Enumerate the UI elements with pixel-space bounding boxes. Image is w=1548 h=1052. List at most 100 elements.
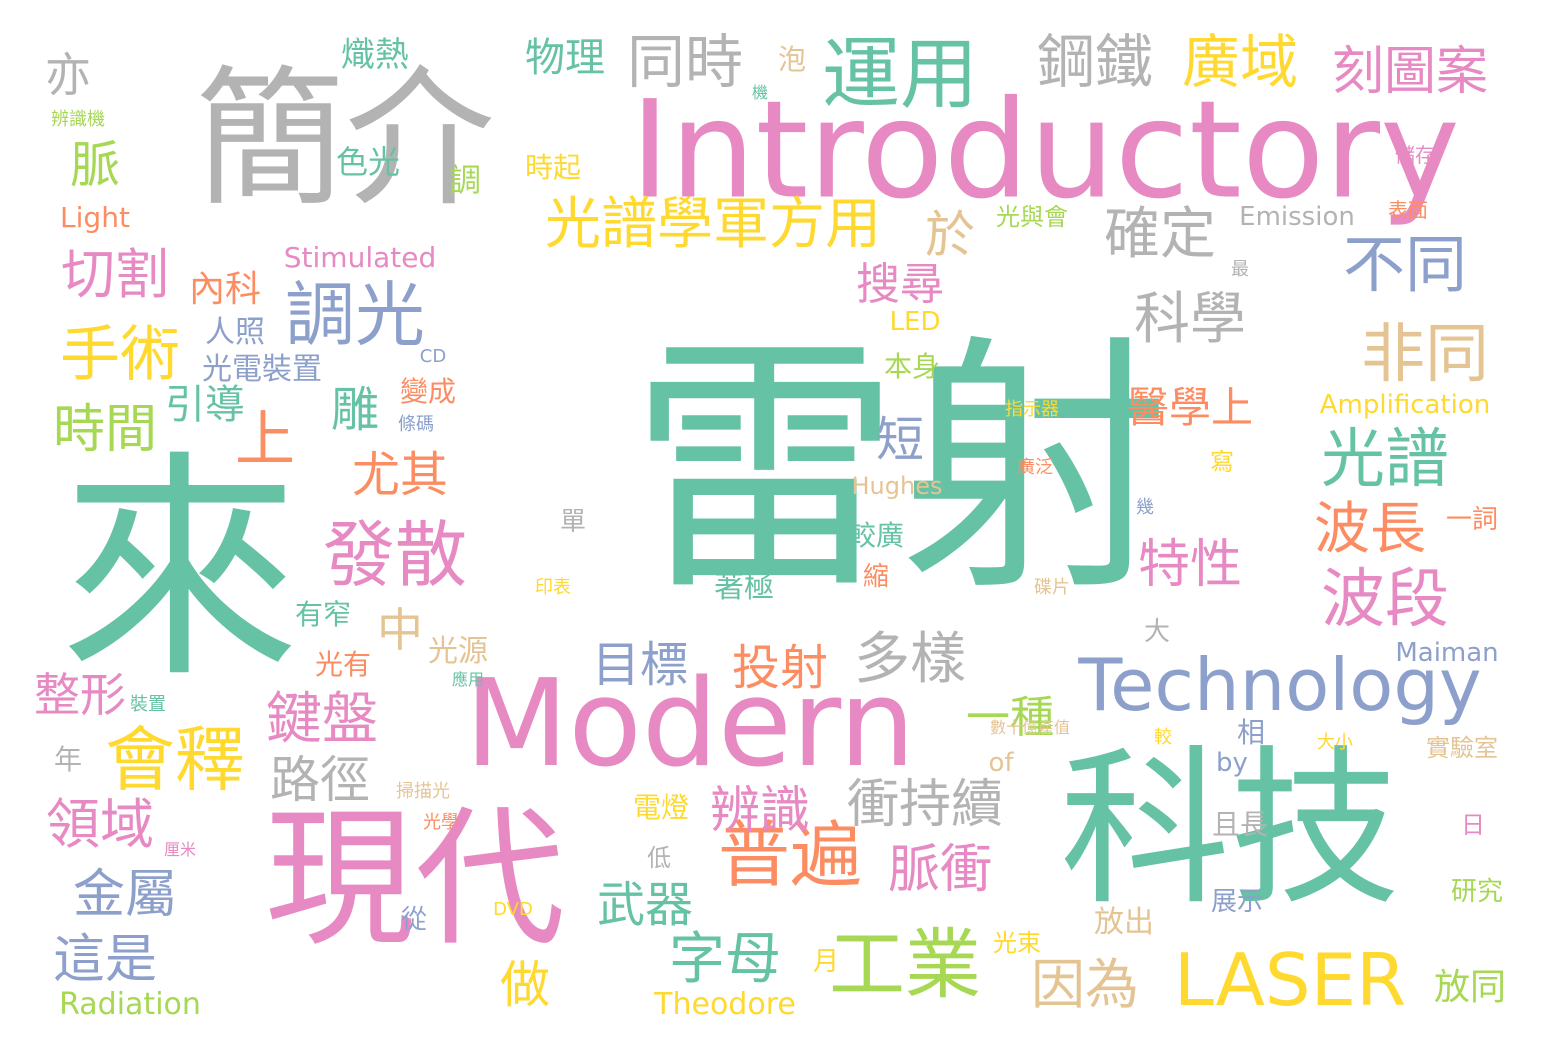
word-amplification: Amplification	[1319, 390, 1491, 420]
word-39: 特性	[1137, 535, 1243, 595]
word-112: 光學	[423, 812, 459, 833]
word-124: 月	[812, 947, 840, 977]
word-30: 手術	[60, 320, 180, 390]
word-68: 泡	[777, 43, 807, 76]
word-18: 波段	[1321, 563, 1449, 637]
word-2: 來	[59, 430, 301, 710]
word-53: 武器	[596, 877, 694, 933]
word-cd: CD	[419, 346, 447, 367]
word-21: 不同	[1342, 228, 1468, 301]
word-31: 切割	[61, 243, 169, 306]
word-98: 光源	[428, 634, 488, 669]
word-45: 一種	[966, 692, 1054, 743]
word-hughes: Hughes	[851, 472, 943, 500]
word-92: 著極	[714, 570, 774, 605]
word-40: 脈衝	[887, 840, 993, 900]
word-introductory: Introductory	[630, 71, 1460, 229]
word-16: 調光	[285, 274, 425, 356]
word-94: 碟片	[1034, 577, 1070, 598]
word-34: 尤其	[351, 447, 449, 503]
word-63: 光電裝置	[202, 352, 322, 387]
word-24: 鋼鐵	[1036, 28, 1154, 96]
word-55: 因為	[1031, 953, 1139, 1016]
word-120: 從	[400, 905, 428, 935]
word-laser: LASER	[1173, 938, 1407, 1022]
word-123: 光束	[993, 929, 1041, 957]
word-maiman: Maiman	[1395, 638, 1499, 668]
word-99: 光有	[314, 648, 372, 681]
word-17: 光譜	[1321, 423, 1449, 497]
word-38: 搜尋	[856, 259, 944, 310]
word-100: 有窄	[294, 598, 352, 631]
word-65: 色光	[335, 143, 401, 181]
word-113: 電燈	[632, 791, 690, 824]
word-28: 物理	[525, 35, 605, 81]
word-43: 投射	[731, 640, 829, 696]
word-49: 領域	[46, 793, 154, 856]
word-6: 現代	[264, 793, 566, 967]
word-77: 光與會	[996, 203, 1068, 231]
word-44: 目標	[591, 637, 689, 693]
word-10: 光譜學軍方用	[545, 192, 881, 257]
word-95: 一詞	[1445, 505, 1499, 535]
word-light: Light	[60, 201, 130, 234]
word-technology: Technology	[1078, 643, 1482, 727]
word-11: 工業	[829, 920, 981, 1009]
word-52: 字母	[669, 927, 781, 992]
word-81: 辨識機	[51, 109, 105, 130]
word-1: 雷射	[630, 312, 1170, 627]
word-29: 熾熱	[341, 35, 409, 75]
word-37: 短	[875, 412, 925, 468]
word-108: 實驗室	[1426, 734, 1498, 762]
word-48: 辨識	[710, 781, 810, 839]
word-radiation: Radiation	[59, 987, 201, 1022]
word-60: 於	[925, 206, 975, 264]
word-89: 單	[559, 507, 587, 537]
word-107: 大小	[1317, 732, 1353, 753]
word-3: 科技	[1059, 731, 1401, 929]
word-19: 波長	[1314, 497, 1426, 562]
word-25: 同時	[626, 28, 744, 96]
word-14: 發散	[322, 513, 468, 597]
word-75: 廣泛	[1017, 457, 1053, 478]
word-93: 印表	[535, 577, 571, 598]
word-69: 機	[751, 83, 769, 102]
word-85: 變成	[399, 375, 457, 408]
word-64: 人照	[205, 315, 265, 350]
word-104: 數十億產值	[989, 718, 1071, 737]
word-47: 路徑	[270, 751, 370, 809]
word-22: 科學	[1134, 287, 1246, 352]
word-modern: Modern	[464, 655, 916, 794]
word-111: 掃描光	[396, 781, 450, 802]
word-103: 年	[53, 743, 83, 776]
word-119: 研究	[1450, 877, 1504, 907]
word-61: 中	[377, 603, 423, 657]
word-59: 脈	[70, 136, 120, 194]
word-33: 上	[235, 405, 295, 475]
word-57: 醫學上	[1126, 383, 1254, 432]
word-23: 確定	[1104, 202, 1216, 267]
word-90: 較廣	[847, 519, 905, 552]
word-96: 大	[1143, 617, 1171, 647]
word-theodore: Theodore	[654, 987, 796, 1022]
word-46: 鍵盤	[266, 687, 378, 752]
word-105: 相	[1236, 716, 1266, 749]
word-62: 內科	[188, 269, 262, 310]
word-67: 調	[448, 161, 482, 199]
word-72: 最	[1231, 259, 1249, 280]
word-led: LED	[889, 307, 941, 337]
word-15: 會釋	[105, 719, 245, 801]
word-91: 縮	[862, 562, 890, 592]
word-71: 表面	[1388, 198, 1428, 222]
word-76: 指示器	[1005, 399, 1059, 420]
word-66: 時起	[524, 151, 582, 184]
word-84: 本身	[883, 350, 941, 383]
word-35: 引導	[165, 382, 245, 428]
word-54: 做	[500, 956, 550, 1014]
word-42: 多樣	[854, 627, 966, 692]
word-by: by	[1216, 748, 1248, 778]
word-74: 幾	[1136, 497, 1154, 518]
word-27: 刻圖案	[1331, 42, 1489, 102]
word-4: 簡介	[194, 53, 496, 227]
